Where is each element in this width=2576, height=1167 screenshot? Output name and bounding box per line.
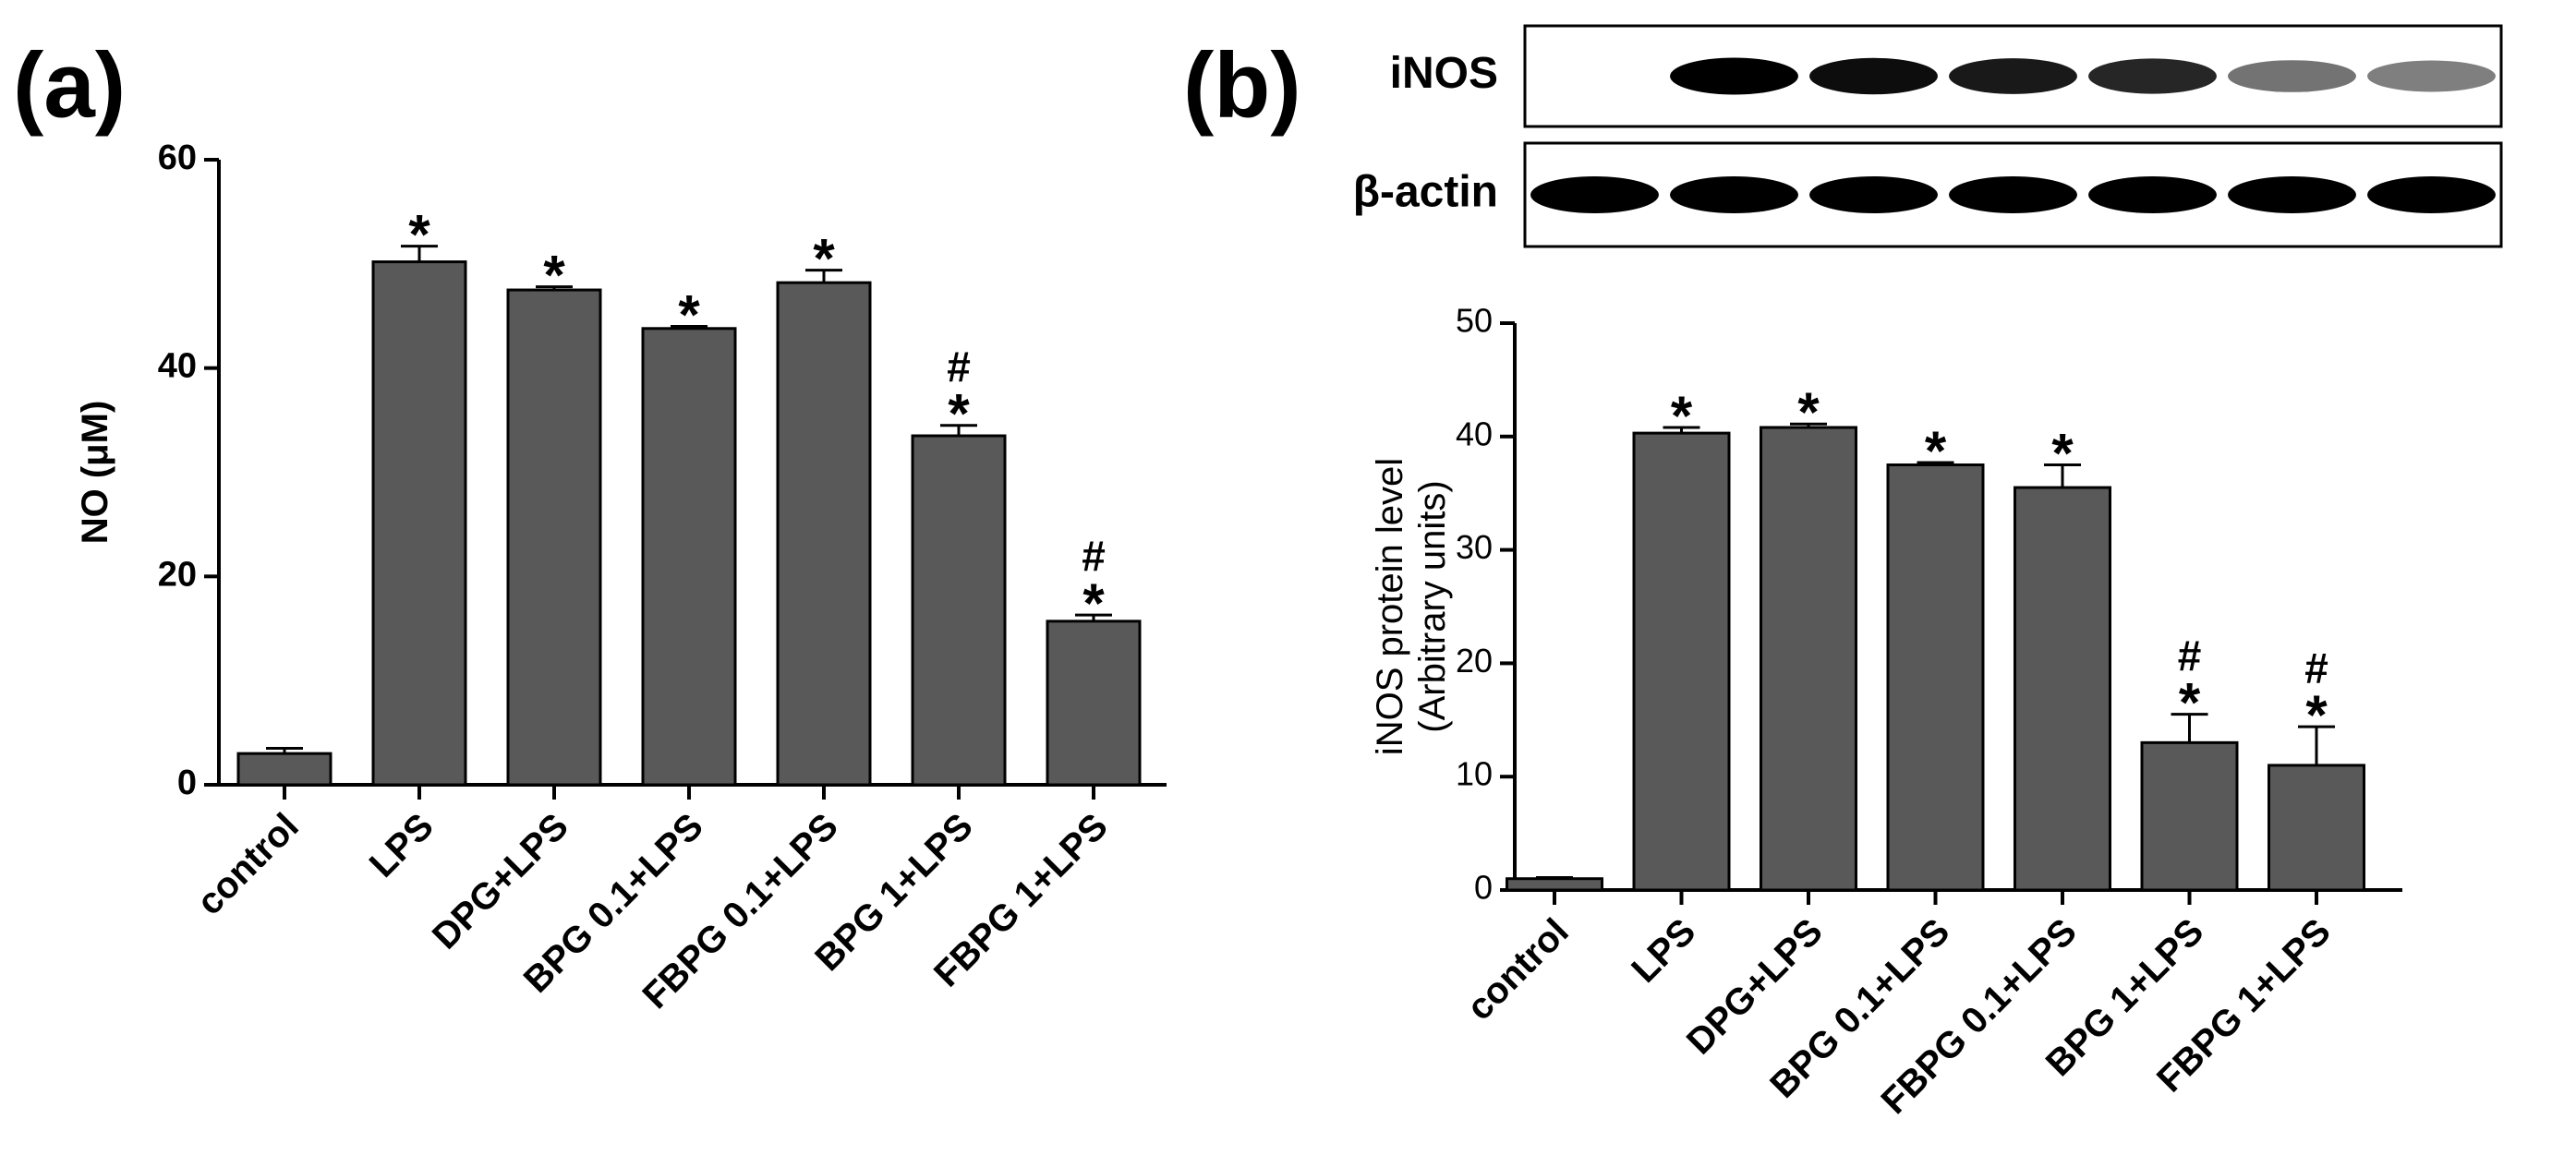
y-tick-label: 10 <box>1456 755 1493 793</box>
significance-mark: * <box>678 283 700 345</box>
bar <box>1760 426 1857 892</box>
bar <box>2014 486 2111 892</box>
blot-band <box>2367 176 2496 213</box>
significance-mark: # <box>2178 632 2202 680</box>
significance-mark: * <box>408 203 430 265</box>
bar <box>236 752 333 787</box>
bar <box>506 288 602 787</box>
panel-label: (a) <box>13 33 126 137</box>
significance-mark: * <box>2179 672 2201 734</box>
error-bar <box>805 269 842 283</box>
error-bar <box>401 245 438 262</box>
significance-mark: * <box>2051 422 2074 484</box>
significance-mark: * <box>543 245 565 307</box>
blot-band <box>2228 176 2356 213</box>
error-bar <box>2298 725 2335 765</box>
panel-label: (b) <box>1183 33 1301 137</box>
y-tick-label: 40 <box>1456 415 1493 452</box>
bar <box>1632 431 1731 892</box>
y-tick-label: 0 <box>1474 869 1493 907</box>
bar <box>1506 877 1603 892</box>
blot-band <box>2367 60 2496 92</box>
y-axis-label: NO (μM) <box>75 401 115 545</box>
significance-mark: * <box>1925 420 1947 482</box>
y-tick-label: 30 <box>1456 528 1493 566</box>
blot-band <box>1949 176 2077 213</box>
blot-label: β-actin <box>1353 168 1498 217</box>
blot-band <box>2088 176 2217 213</box>
y-tick-label: 20 <box>1456 642 1493 680</box>
bar <box>1046 620 1142 787</box>
significance-mark: * <box>2305 684 2328 746</box>
bar <box>911 434 1007 787</box>
error-bar <box>940 424 977 437</box>
x-tick-label: LPS <box>362 806 441 885</box>
x-tick-label: LPS <box>1624 911 1703 991</box>
y-tick-label: 20 <box>158 555 197 594</box>
blot-band <box>2088 58 2217 94</box>
y-axis-label-line: NO (μM) <box>75 401 115 545</box>
significance-mark: # <box>947 343 971 391</box>
significance-mark: * <box>1671 385 1693 447</box>
y-axis-label-line: (Arbitrary units) <box>1412 480 1453 732</box>
significance-mark: * <box>948 383 970 445</box>
blot-band <box>1809 176 1938 213</box>
bar <box>641 327 737 787</box>
significance-mark: # <box>2304 644 2328 692</box>
significance-mark: * <box>1797 381 1820 443</box>
y-axis-label: iNOS protein level(Arbitrary units) <box>1370 458 1453 755</box>
y-axis-label-line: iNOS protein level <box>1370 458 1410 755</box>
y-tick-label: 40 <box>158 347 197 386</box>
significance-mark: * <box>813 227 835 289</box>
bar <box>2268 764 2365 892</box>
y-tick-label: 60 <box>158 138 197 177</box>
y-tick-label: 0 <box>177 764 197 802</box>
blot-label: iNOS <box>1390 49 1498 98</box>
blot-band <box>1809 57 1938 95</box>
bar <box>371 260 467 787</box>
y-tick-label: 50 <box>1456 302 1493 340</box>
error-bar <box>2171 713 2208 743</box>
bar <box>776 281 872 787</box>
significance-mark: # <box>1082 532 1106 580</box>
blot-band <box>1670 57 1798 95</box>
bar <box>2140 740 2239 892</box>
blot-band <box>1670 176 1798 213</box>
x-tick-label: control <box>1459 911 1577 1029</box>
blot-band <box>2228 60 2356 92</box>
blot-band <box>1949 58 2077 94</box>
bar <box>1886 463 1985 892</box>
blot-band <box>1530 176 1659 213</box>
x-tick-label: control <box>189 806 307 923</box>
significance-mark: * <box>1082 572 1105 634</box>
error-bar <box>2044 463 2081 488</box>
